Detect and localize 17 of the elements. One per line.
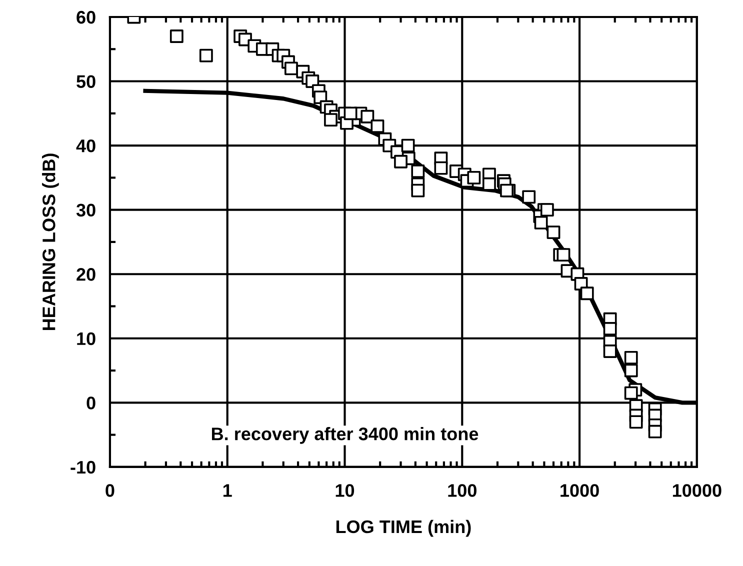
x-tick-label: 1000 (560, 484, 599, 497)
y-tick-label: 60 (76, 10, 96, 24)
y-tick-label: 30 (76, 204, 96, 217)
y-axis-title: HEARING LOSS (dB) (42, 154, 59, 330)
y-tick-label: 20 (76, 268, 96, 281)
x-tick-label: 1 (223, 484, 232, 497)
y-tick-label: 0 (86, 396, 96, 410)
y-tick-label: -10 (70, 460, 96, 474)
x-axis-title: LOG TIME (min) (336, 520, 471, 537)
x-tick-label: 10 (336, 484, 354, 497)
x-tick-label: 10000 (672, 484, 722, 497)
annotation: B. recovery after 3400 min tone (212, 427, 478, 444)
y-tick-label: 10 (77, 332, 96, 346)
x-tick-label: 0 (106, 484, 114, 497)
y-tick-label: 50 (76, 75, 96, 88)
y-tick-label: 40 (76, 139, 96, 152)
x-tick-label: 100 (448, 484, 476, 497)
